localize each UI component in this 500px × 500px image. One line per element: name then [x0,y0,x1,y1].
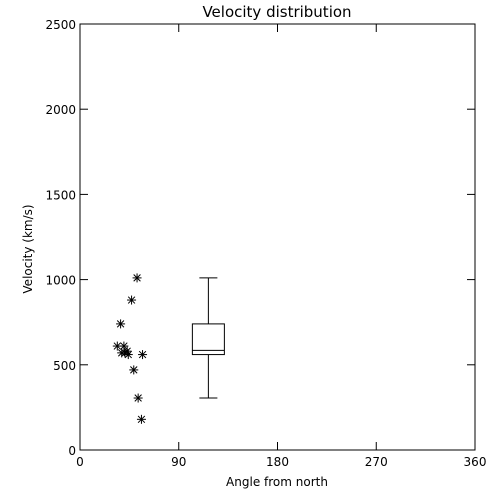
data-point [123,350,133,360]
data-point [129,365,139,375]
data-point [138,350,148,360]
x-tick-label: 0 [76,455,84,469]
y-tick-label: 1500 [45,188,76,202]
y-axis: 0 500 1000 1500 2000 2500 [45,18,475,458]
data-point [119,341,129,351]
data-point [127,295,137,305]
x-tick-label: 360 [464,455,487,469]
data-point [133,393,143,403]
y-axis-label: Velocity (km/s) [21,204,35,293]
chart-title: Velocity distribution [202,3,351,21]
y-tick-label: 0 [68,444,76,458]
x-tick-label: 180 [266,455,289,469]
data-point [136,414,146,424]
x-tick-label: 90 [171,455,186,469]
x-axis-label: Angle from north [226,475,328,489]
data-point [116,319,126,329]
y-tick-label: 500 [53,359,76,373]
plot-frame [79,23,476,451]
scatter-points [112,273,148,424]
boxplot [191,277,225,399]
x-tick-label: 270 [365,455,388,469]
y-tick-label: 1000 [45,274,76,288]
x-axis: 0 90 180 270 360 [76,24,486,469]
data-point [132,273,142,283]
y-tick-label: 2500 [45,18,76,32]
y-tick-label: 2000 [45,103,76,117]
